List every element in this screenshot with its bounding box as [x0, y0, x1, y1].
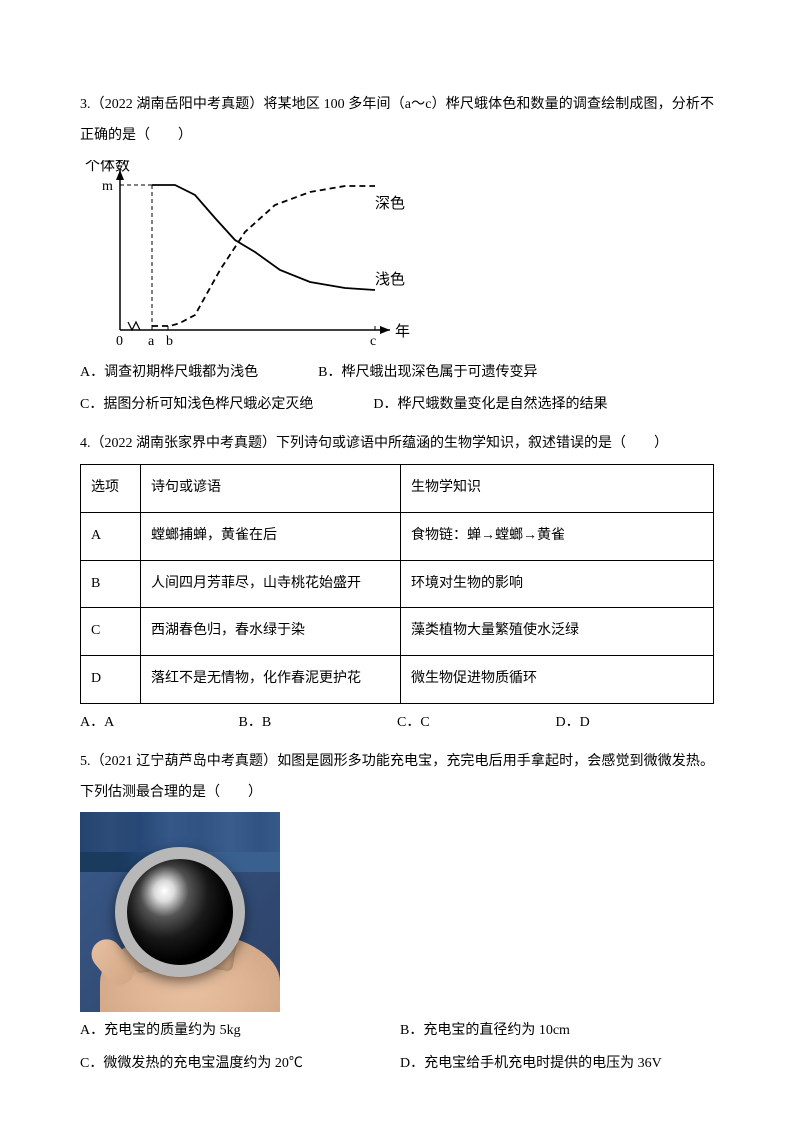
table-header-row: 选项 诗句或谚语 生物学知识 [81, 464, 714, 512]
q5-options-row1: A．充电宝的质量约为 5kg B．充电宝的直径约为 10cm [80, 1016, 714, 1047]
y-mark-m: m [102, 179, 113, 194]
table-row: B人间四月芳菲尽，山寺桃花始盛开环境对生物的影响 [81, 560, 714, 608]
q5-options-row2: C．微微发热的充电宝温度约为 20℃ D．充电宝给手机充电时提供的电压为 36V [80, 1049, 714, 1080]
svg-text:0: 0 [116, 334, 123, 349]
svg-text:b: b [166, 334, 173, 349]
table-row: A螳螂捕蝉，黄雀在后食物链：蝉→螳螂→黄雀 [81, 512, 714, 560]
y-axis-label: 个体数 [85, 160, 130, 174]
th-0: 选项 [81, 464, 141, 512]
q4-text: 4.（2022 湖南张家界中考真题）下列诗句或谚语中所蕴涵的生物学知识，叙述错误… [80, 429, 714, 460]
q5-opt-b: B．充电宝的直径约为 10cm [400, 1016, 570, 1047]
question-3: 3.（2022 湖南岳阳中考真题）将某地区 100 多年间（a～c）桦尺蛾体色和… [80, 90, 714, 421]
table-row: C西湖春色归，春水绿于染藻类植物大量繁殖使水泛绿 [81, 608, 714, 656]
q4-opt-a: A．A [80, 708, 239, 739]
th-2: 生物学知识 [401, 464, 714, 512]
q4-options: A．A B．B C．C D．D [80, 708, 714, 739]
q5-text: 5.（2021 辽宁葫芦岛中考真题）如图是圆形多功能充电宝，充完电后用手拿起时，… [80, 747, 714, 809]
x-axis-label: 年 [395, 323, 410, 340]
q3-opt-d: D．桦尺蛾数量变化是自然选择的结果 [373, 390, 607, 421]
series-light-label: 浅色 [375, 271, 405, 288]
q3-opt-c: C．据图分析可知浅色桦尺蛾必定灭绝 [80, 390, 313, 421]
svg-text:c: c [370, 334, 376, 349]
table-row: D落红不是无情物，化作春泥更护花微生物促进物质循环 [81, 656, 714, 704]
q4-opt-b: B．B [239, 708, 398, 739]
q3-options-row2: C．据图分析可知浅色桦尺蛾必定灭绝 D．桦尺蛾数量变化是自然选择的结果 [80, 390, 714, 421]
q5-opt-c: C．微微发热的充电宝温度约为 20℃ [80, 1049, 360, 1080]
q3-opt-a: A．调查初期桦尺蛾都为浅色 [80, 358, 258, 389]
question-4: 4.（2022 湖南张家界中考真题）下列诗句或谚语中所蕴涵的生物学知识，叙述错误… [80, 429, 714, 739]
question-5: 5.（2021 辽宁葫芦岛中考真题）如图是圆形多功能充电宝，充完电后用手拿起时，… [80, 747, 714, 1080]
svg-text:a: a [148, 334, 155, 349]
q5-opt-d: D．充电宝给手机充电时提供的电压为 36V [400, 1049, 662, 1080]
th-1: 诗句或谚语 [141, 464, 401, 512]
q4-opt-c: C．C [397, 708, 556, 739]
q5-photo [80, 812, 280, 1012]
q5-opt-a: A．充电宝的质量约为 5kg [80, 1016, 360, 1047]
series-dark-label: 深色 [375, 195, 405, 212]
q3-chart: 个体数 m 0 a b c 年 深色 浅色 [80, 160, 420, 350]
q3-text: 3.（2022 湖南岳阳中考真题）将某地区 100 多年间（a～c）桦尺蛾体色和… [80, 90, 714, 152]
q3-options-row1: A．调查初期桦尺蛾都为浅色 B．桦尺蛾出现深色属于可遗传变异 [80, 358, 714, 389]
q3-opt-b: B．桦尺蛾出现深色属于可遗传变异 [318, 358, 537, 389]
q4-opt-d: D．D [556, 708, 715, 739]
q4-table: 选项 诗句或谚语 生物学知识 A螳螂捕蝉，黄雀在后食物链：蝉→螳螂→黄雀 B人间… [80, 464, 714, 704]
